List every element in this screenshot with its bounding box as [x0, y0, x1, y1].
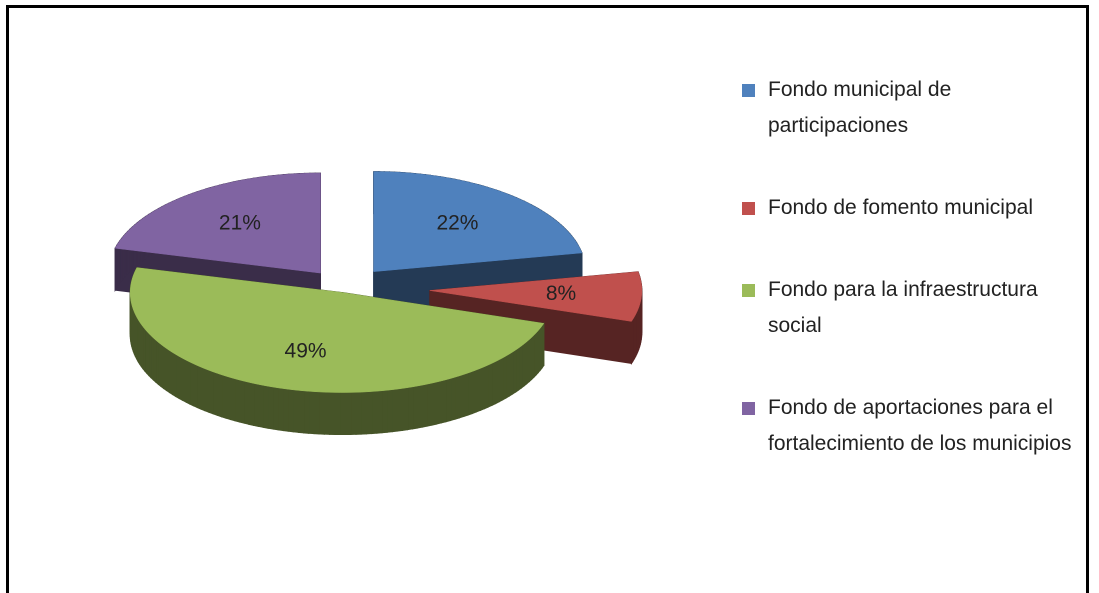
slice-side	[376, 390, 383, 434]
slice-side	[416, 384, 423, 429]
legend-label: Fondo municipal de participaciones	[768, 78, 952, 137]
legend-swatch	[742, 84, 755, 97]
slice-side	[189, 361, 194, 407]
slice-side	[339, 392, 346, 436]
slice-side	[479, 365, 485, 412]
slice-side	[450, 376, 456, 422]
slice-side	[272, 386, 279, 431]
slice-side	[463, 372, 469, 418]
slice-side	[192, 362, 198, 409]
slice-side	[323, 391, 331, 435]
legend-swatch	[742, 284, 755, 297]
slice-side	[381, 389, 388, 434]
legend-swatch	[742, 402, 755, 415]
legend-item: Fondo de aportaciones para el fortalecim…	[742, 390, 1082, 462]
slice-side	[313, 391, 320, 435]
slice-side	[407, 386, 414, 431]
data-label: 8%	[546, 282, 576, 305]
slice-side	[440, 379, 447, 424]
legend: Fondo municipal de participaciones Fondo …	[742, 72, 1082, 508]
slice-side	[491, 360, 497, 407]
data-label: 21%	[219, 212, 261, 235]
data-label: 49%	[285, 340, 327, 363]
slice-side	[253, 382, 259, 427]
slice-side	[401, 387, 409, 431]
slice-side	[243, 380, 250, 425]
slice-side	[344, 391, 352, 436]
legend-swatch	[742, 202, 755, 215]
slice-side	[267, 385, 274, 430]
slice-side	[292, 389, 299, 433]
slice-side	[181, 357, 187, 403]
slice-side	[282, 387, 289, 432]
slice-side	[436, 380, 442, 425]
legend-label: Fondo de aportaciones para el fortalecim…	[768, 396, 1072, 455]
pie-slice	[373, 171, 583, 315]
slice-side	[221, 374, 227, 419]
slice-side	[421, 383, 428, 428]
slice-side	[355, 391, 362, 435]
slice-side	[445, 377, 452, 423]
slice-side	[386, 389, 393, 433]
slice-side	[225, 375, 231, 421]
slice-side	[308, 390, 315, 435]
slice-side	[208, 369, 214, 415]
slice-side	[297, 389, 305, 434]
slice-side	[498, 356, 504, 403]
slice-side	[196, 364, 202, 410]
slice-side	[216, 372, 223, 418]
slice-top	[114, 172, 321, 274]
slice-side	[287, 388, 294, 433]
slice-side	[467, 370, 473, 416]
slice-side	[458, 373, 465, 419]
slice-side	[277, 387, 284, 432]
legend-item: Fondo de fomento municipal	[742, 190, 1082, 226]
slice-side	[502, 355, 507, 401]
slice-side	[371, 390, 378, 435]
data-label: 22%	[436, 211, 478, 234]
legend-label: Fondo de fomento municipal	[768, 196, 1033, 219]
slice-top	[429, 271, 643, 322]
slice-top	[373, 171, 583, 272]
slice-side	[212, 371, 218, 417]
slice-side	[204, 367, 210, 414]
slice-side	[229, 376, 236, 422]
slice-side	[303, 390, 310, 434]
slice-side	[475, 367, 481, 413]
slice-side	[248, 381, 255, 426]
slice-side	[350, 391, 357, 435]
slice-side	[200, 366, 206, 412]
slice-side	[412, 385, 418, 430]
slice-side	[426, 382, 433, 427]
slice-side	[238, 379, 245, 424]
slice-side	[391, 388, 398, 433]
slice-side	[454, 375, 460, 420]
slice-side	[495, 358, 500, 405]
slice-side	[234, 378, 240, 423]
slice-top	[129, 267, 545, 393]
slice-side	[329, 391, 336, 435]
slice-side	[262, 384, 269, 429]
pie-slice	[129, 267, 545, 436]
slice-side	[318, 391, 325, 435]
slice-side	[431, 381, 438, 426]
slice-side	[334, 391, 341, 436]
legend-label: Fondo para la infraestructura social	[768, 278, 1038, 337]
legend-item: Fondo municipal de participaciones	[742, 72, 1082, 144]
slice-side	[185, 359, 191, 405]
slice-side	[487, 362, 493, 408]
chart-frame	[6, 5, 1089, 593]
slice-side	[483, 364, 489, 410]
slice-side	[178, 355, 183, 402]
slice-side	[396, 387, 403, 432]
slice-side	[365, 391, 373, 435]
slice-side	[471, 369, 477, 415]
slice-side	[360, 391, 367, 435]
legend-item: Fondo para la infraestructura social	[742, 272, 1082, 344]
slice-side	[257, 383, 264, 428]
